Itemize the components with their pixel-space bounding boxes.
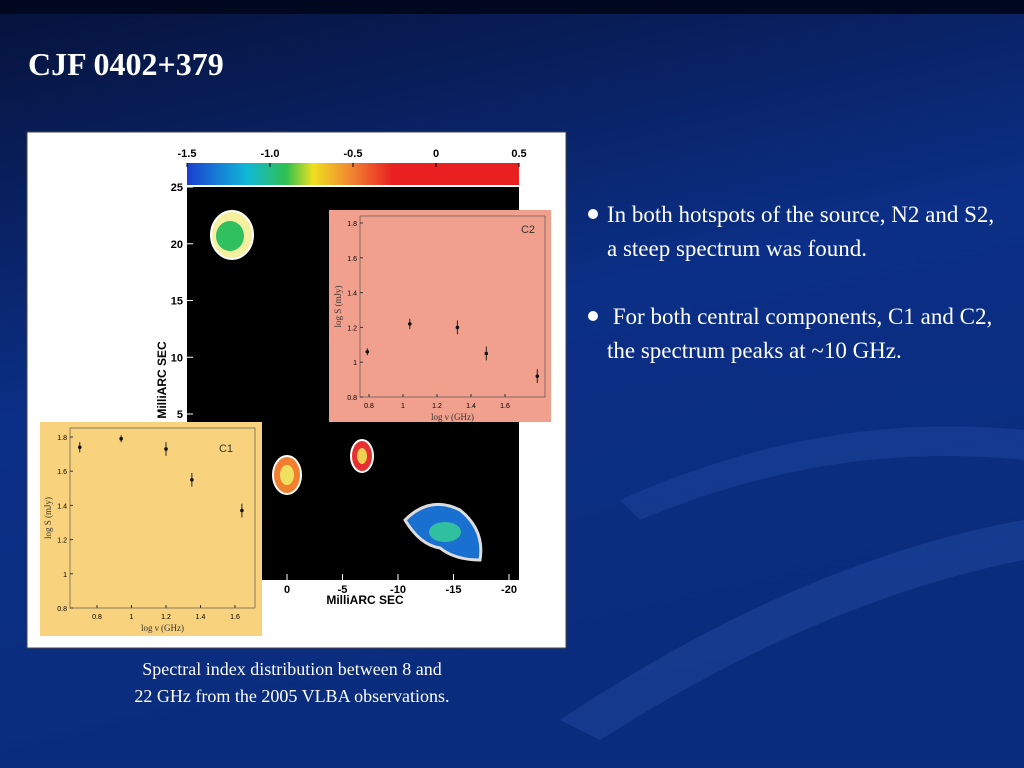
x-tick-label: 0 xyxy=(284,584,290,596)
blob xyxy=(280,465,294,485)
y-axis-label: MilliARC SEC xyxy=(155,341,169,419)
data-point xyxy=(484,351,489,356)
data-point xyxy=(119,436,123,441)
inset-x-tick-label: 1 xyxy=(401,403,405,410)
y-tick-label: 15 xyxy=(171,296,183,308)
data-point xyxy=(240,508,244,513)
data-point xyxy=(408,322,412,326)
swoosh xyxy=(620,426,1024,520)
colorbar-tick-label: -1.5 xyxy=(178,148,197,160)
blob xyxy=(216,221,244,251)
colorbar-tick-label: 0.5 xyxy=(511,148,526,160)
inset-y-tick-label: 1 xyxy=(63,572,67,579)
colorbar xyxy=(187,163,519,185)
inset-box xyxy=(40,422,262,636)
inset-plot-area xyxy=(359,215,546,398)
inset-y-tick-label: 1.2 xyxy=(57,538,67,545)
inset-y-tick-label: 0.8 xyxy=(347,395,357,402)
bullet-list: In both hotspots of the source, N2 and S… xyxy=(585,198,995,402)
inset-y-label: log S (mJy) xyxy=(43,497,53,539)
inset-plot-area xyxy=(69,427,256,609)
inset-y-tick-label: 1.6 xyxy=(57,469,67,476)
blob xyxy=(357,448,367,464)
inset-y-tick-label: 1.4 xyxy=(57,503,67,510)
inset-x-tick-label: 0.8 xyxy=(364,403,374,410)
inset-y-tick-label: 1.2 xyxy=(347,325,357,332)
colorbar-tick-label: -0.5 xyxy=(344,148,363,160)
data-point xyxy=(535,374,540,378)
y-tick-label: 10 xyxy=(171,352,183,364)
inset-x-tick-label: 1.2 xyxy=(161,614,171,621)
inset-y-label: log S (mJy) xyxy=(333,285,343,327)
colorbar-tick-label: -1.0 xyxy=(261,148,280,160)
y-tick-label: 5 xyxy=(177,409,183,421)
inset-x-tick-label: 1 xyxy=(130,614,134,621)
x-axis-label: MilliARC SEC xyxy=(326,593,404,607)
inset-x-tick-label: 1.2 xyxy=(432,403,442,410)
inset-x-tick-label: 1.6 xyxy=(230,614,240,621)
y-tick-label: 20 xyxy=(171,239,183,251)
inset-y-tick-label: 1.6 xyxy=(347,256,357,263)
caption-line: Spectral index distribution between 8 an… xyxy=(142,659,441,679)
inset-y-tick-label: 1.8 xyxy=(57,435,67,442)
bullet-dot xyxy=(588,209,598,219)
radio-blobs xyxy=(210,210,483,562)
data-point xyxy=(455,325,460,330)
inset-x-label: log ν (GHz) xyxy=(141,623,184,633)
data-point xyxy=(164,447,168,451)
top-band xyxy=(0,0,1024,14)
inset-x-tick-label: 1.6 xyxy=(500,403,510,410)
inset-x-label: log ν (GHz) xyxy=(431,412,474,422)
inset-x-tick-label: 1.4 xyxy=(466,403,476,410)
caption-line: 22 GHz from the 2005 VLBA observations. xyxy=(134,686,449,706)
swoosh xyxy=(560,520,1024,740)
inset-label: C1 xyxy=(219,443,233,455)
inset-label: C2 xyxy=(521,224,535,236)
x-tick-label: -15 xyxy=(446,584,462,596)
inset-y-tick-label: 1 xyxy=(353,360,357,367)
blob xyxy=(429,522,461,542)
y-tick-label: 25 xyxy=(171,182,183,194)
bullet-text: For both central components, C1 and C2, … xyxy=(607,304,998,363)
bullet: In both hotspots of the source, N2 and S… xyxy=(585,198,995,266)
inset-y-tick-label: 1.8 xyxy=(347,221,357,228)
inset-box xyxy=(329,210,551,422)
x-tick-label: -10 xyxy=(390,584,406,596)
data-point xyxy=(77,445,82,450)
colorbar-tick-label: 0 xyxy=(433,148,439,160)
x-tick-label: -5 xyxy=(338,584,348,596)
inset-x-tick-label: 1.4 xyxy=(196,614,206,621)
inset-y-tick-label: 0.8 xyxy=(57,606,67,613)
bullet-text: In both hotspots of the source, N2 and S… xyxy=(607,202,1000,261)
bullet: For both central components, C1 and C2, … xyxy=(585,300,995,368)
x-tick-label: -20 xyxy=(501,584,517,596)
inset-x-tick-label: 0.8 xyxy=(92,614,102,621)
slide-title: CJF 0402+379 xyxy=(28,46,224,82)
bullet-dot xyxy=(588,311,598,321)
data-point xyxy=(365,349,370,354)
data-point xyxy=(190,477,194,482)
inset-y-tick-label: 1.4 xyxy=(347,291,357,298)
